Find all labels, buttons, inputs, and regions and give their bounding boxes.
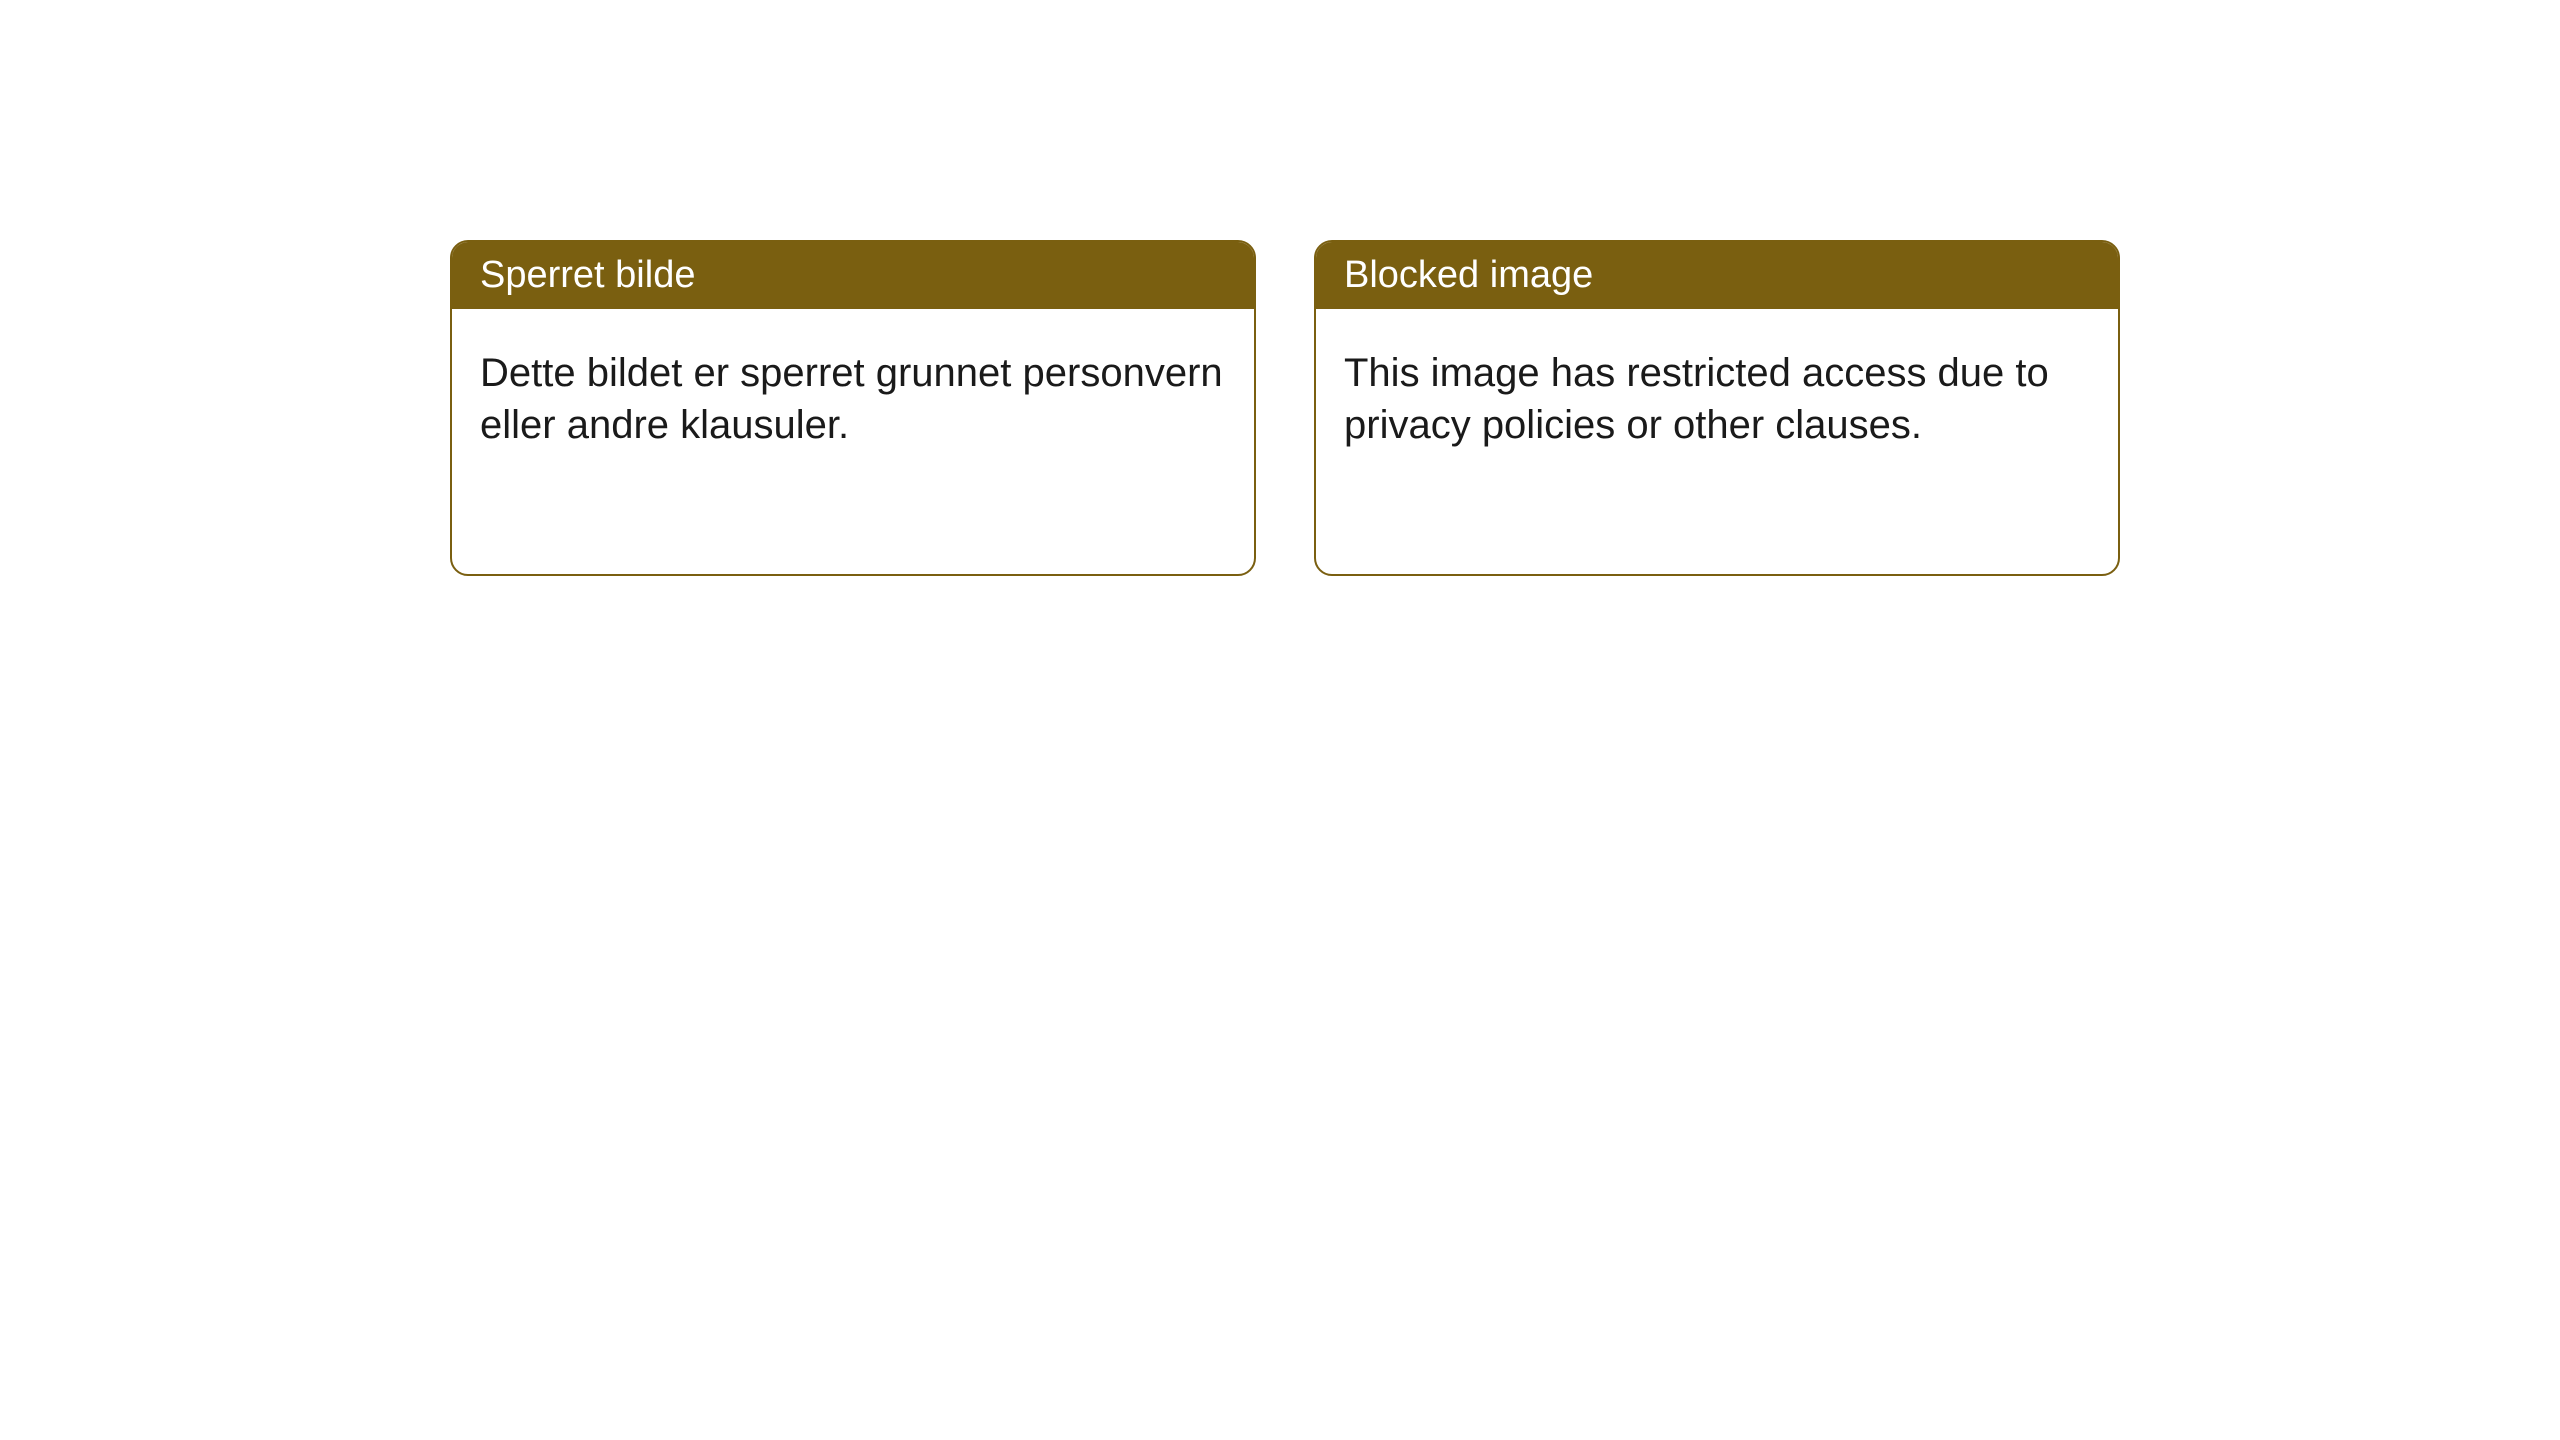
notice-message: This image has restricted access due to … [1344,351,2049,447]
notice-message: Dette bildet er sperret grunnet personve… [480,351,1223,447]
notice-container: Sperret bilde Dette bildet er sperret gr… [450,240,2120,576]
notice-header: Blocked image [1316,242,2118,309]
notice-title: Blocked image [1344,254,1593,296]
notice-body: Dette bildet er sperret grunnet personve… [452,309,1254,489]
notice-header: Sperret bilde [452,242,1254,309]
notice-card-english: Blocked image This image has restricted … [1314,240,2120,576]
notice-body: This image has restricted access due to … [1316,309,2118,489]
notice-title: Sperret bilde [480,254,695,296]
notice-card-norwegian: Sperret bilde Dette bildet er sperret gr… [450,240,1256,576]
